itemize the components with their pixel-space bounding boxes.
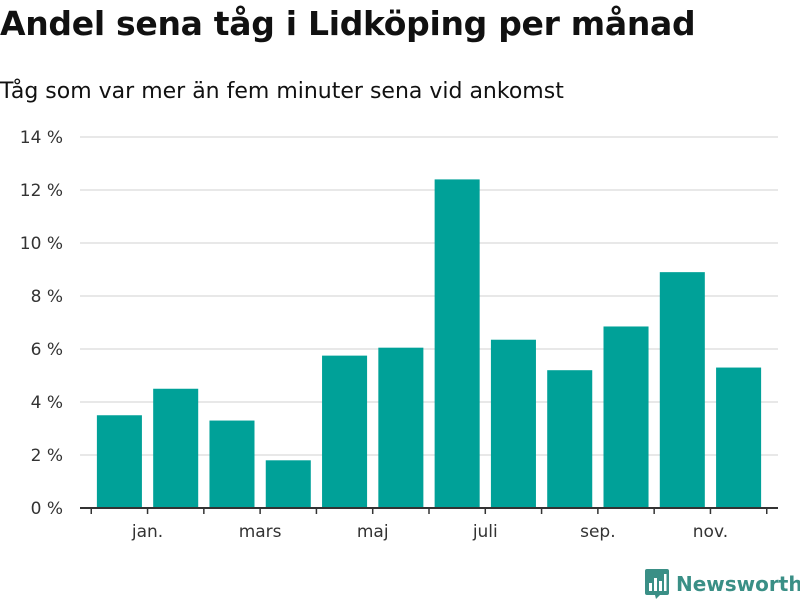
brand-name: Newsworthy [676, 572, 800, 596]
newsworthy-logo-icon [645, 569, 669, 599]
x-tick-label: juli [472, 522, 498, 542]
bar [209, 420, 255, 508]
bar [265, 460, 311, 508]
bar [603, 326, 649, 508]
y-tick-label: 14 % [20, 128, 63, 148]
bar [153, 388, 199, 508]
bar [659, 272, 705, 508]
bar [716, 367, 762, 508]
y-tick-label: 12 % [20, 181, 63, 201]
y-tick-label: 6 % [31, 340, 63, 360]
x-tick-label: nov. [693, 522, 728, 542]
x-tick-label: jan. [131, 522, 163, 542]
bar [378, 347, 424, 508]
x-tick-label: sep. [580, 522, 616, 542]
bar [490, 339, 536, 508]
y-tick-label: 2 % [31, 446, 63, 466]
brand-logo: Newsworthy [644, 568, 800, 600]
x-tick-label: maj [357, 522, 389, 542]
y-axis-labels: 0 % 2 % 4 % 6 % 8 % 10 % 12 % 14 % [20, 128, 63, 519]
y-tick-label: 4 % [31, 393, 63, 413]
chart-subtitle: Tåg som var mer än fem minuter sena vid … [0, 79, 564, 104]
chart-title: Andel sena tåg i Lidköping per månad [0, 4, 696, 43]
y-tick-label: 0 % [31, 499, 63, 519]
y-tick-label: 10 % [20, 234, 63, 254]
bar [434, 179, 480, 508]
bar [96, 415, 142, 508]
bars [96, 179, 762, 508]
bar [547, 370, 593, 508]
bar [322, 355, 368, 508]
x-axis: jan. mars maj juli sep. nov. [80, 507, 778, 542]
y-tick-label: 8 % [31, 287, 63, 307]
x-tick-label: mars [239, 522, 282, 542]
